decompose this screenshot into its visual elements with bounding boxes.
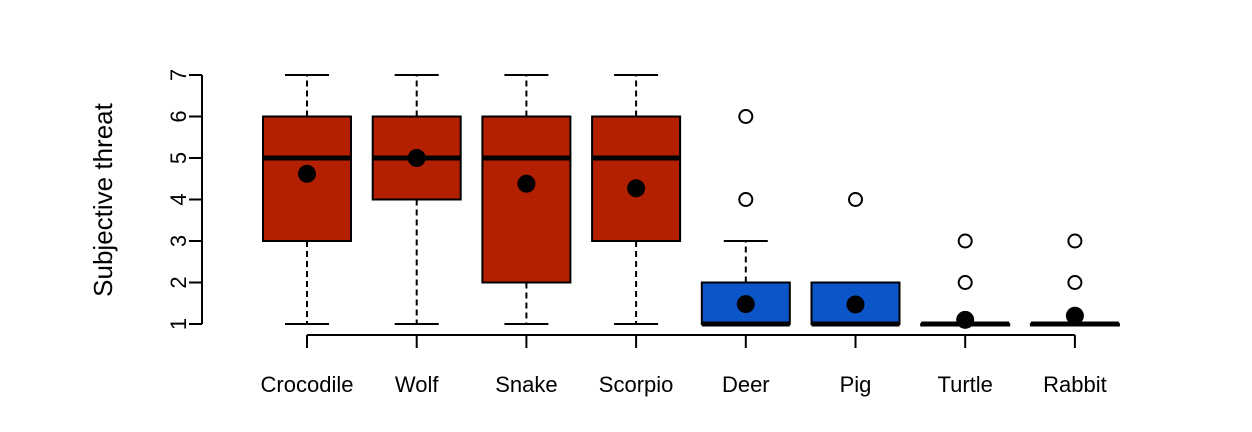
box-rect-scorpio: [591, 115, 682, 242]
y-tick-label-2: 2: [166, 276, 191, 288]
mean-turtle: [956, 310, 975, 329]
mean-deer: [736, 295, 755, 314]
box-snake: [481, 74, 572, 325]
y-tick-label-5: 5: [166, 152, 191, 164]
outlier-pig-0: [848, 192, 863, 207]
x-axis: Crocodile Wolf Snake Scorpio Deer Pig Turtle Ra…: [261, 334, 1107, 397]
y-tick-label-1: 1: [166, 318, 191, 330]
mean-wolf: [407, 149, 426, 167]
box-pig: [810, 192, 901, 327]
x-tick-label-snake: Snake: [495, 372, 557, 397]
x-tick-label-rabbit: Rabbit: [1043, 372, 1107, 397]
box-scorpio: [591, 74, 682, 325]
x-tick-label-wolf: Wolf: [395, 372, 439, 397]
x-tick-label-turtle: Turtle: [937, 372, 992, 397]
boxes: [262, 74, 1120, 329]
outlier-deer-0: [738, 192, 754, 207]
mean-pig: [846, 295, 865, 314]
outlier-rabbit-0: [1067, 275, 1083, 290]
mean-scorpio: [627, 179, 646, 198]
y-tick-label-4: 4: [166, 193, 191, 205]
mean-rabbit: [1065, 306, 1084, 325]
x-tick-label-deer: Deer: [722, 372, 770, 397]
outlier-turtle-1: [957, 233, 973, 249]
mean-snake: [517, 174, 536, 193]
y-axis-title: Subjective threat: [88, 102, 118, 296]
outlier-deer-1: [738, 109, 754, 124]
outlier-turtle-0: [957, 275, 973, 290]
box-deer: [700, 109, 791, 327]
mean-crocodile: [298, 164, 316, 183]
y-tick-label-7: 7: [166, 69, 191, 81]
x-tick-label-scorpio: Scorpio: [599, 372, 674, 397]
y-tick-label-3: 3: [166, 235, 191, 247]
y-tick-label-6: 6: [166, 110, 191, 122]
y-axis: 1 2 3 4 5 6 7: [166, 69, 203, 330]
outlier-rabbit-1: [1067, 233, 1083, 249]
box-rect-snake: [481, 115, 572, 284]
box-rabbit: [1029, 233, 1120, 327]
box-wolf: [371, 74, 462, 325]
x-tick-label-pig: Pig: [840, 372, 872, 397]
box-crocodile: [262, 74, 352, 325]
x-tick-label-crocodile: Crocodile: [261, 372, 354, 397]
box-turtle: [920, 233, 1011, 329]
